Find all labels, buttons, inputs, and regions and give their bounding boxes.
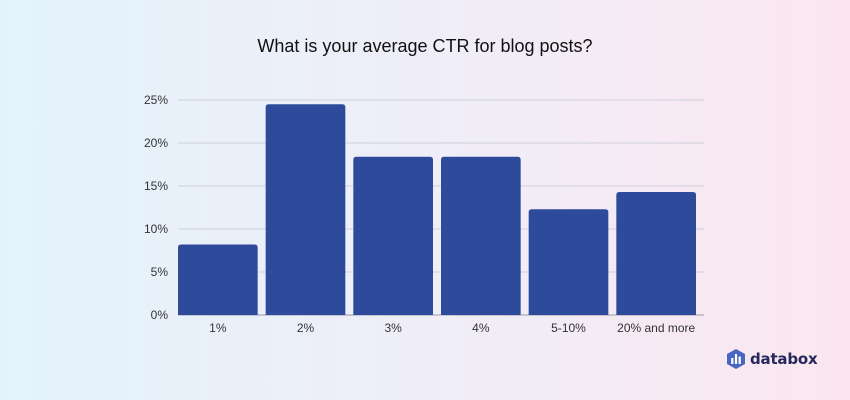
chart-title: What is your average CTR for blog posts? — [257, 36, 593, 56]
y-tick-label: 0% — [151, 308, 169, 322]
bar — [616, 192, 696, 315]
y-tick-label: 20% — [144, 136, 168, 150]
bar — [528, 209, 609, 315]
databox-logo: databox — [727, 349, 818, 369]
y-axis-ticks: 0% 5% 10% 15% 20% 25% — [144, 93, 168, 322]
x-tick-label: 2% — [297, 321, 315, 335]
x-axis-ticks: 1% 2% 3% 4% 5-10% 20% and more — [209, 321, 695, 335]
x-tick-label: 4% — [472, 321, 490, 335]
databox-logo-text: databox — [750, 350, 818, 368]
bars — [178, 104, 696, 315]
x-tick-label: 20% and more — [617, 321, 695, 335]
bar — [265, 104, 346, 315]
x-tick-label: 1% — [209, 321, 227, 335]
bar — [178, 244, 258, 315]
x-tick-label: 3% — [384, 321, 402, 335]
y-tick-label: 5% — [151, 265, 169, 279]
y-tick-label: 15% — [144, 179, 168, 193]
y-tick-label: 25% — [144, 93, 168, 107]
bar — [353, 156, 433, 315]
databox-logo-icon — [727, 349, 745, 369]
y-tick-label: 10% — [144, 222, 168, 236]
x-tick-label: 5-10% — [551, 321, 586, 335]
bar — [441, 156, 521, 315]
